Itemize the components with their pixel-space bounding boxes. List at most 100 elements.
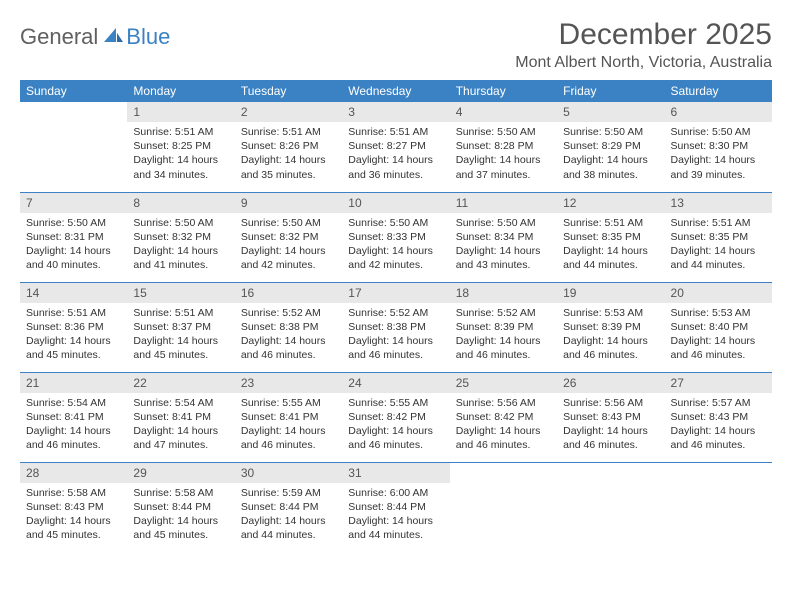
day-content: Sunrise: 5:54 AMSunset: 8:41 PMDaylight:… (127, 393, 234, 459)
calendar-day-cell: 10Sunrise: 5:50 AMSunset: 8:33 PMDayligh… (342, 192, 449, 282)
calendar-day-cell: 4Sunrise: 5:50 AMSunset: 8:28 PMDaylight… (450, 102, 557, 192)
calendar-day-cell: 1Sunrise: 5:51 AMSunset: 8:25 PMDaylight… (127, 102, 234, 192)
calendar-day-cell (20, 102, 127, 192)
calendar-day-cell: 5Sunrise: 5:50 AMSunset: 8:29 PMDaylight… (557, 102, 664, 192)
calendar-week-row: 21Sunrise: 5:54 AMSunset: 8:41 PMDayligh… (20, 372, 772, 462)
day-number: 19 (557, 283, 664, 303)
calendar-day-cell: 13Sunrise: 5:51 AMSunset: 8:35 PMDayligh… (665, 192, 772, 282)
day-content: Sunrise: 5:50 AMSunset: 8:30 PMDaylight:… (665, 122, 772, 188)
day-content: Sunrise: 5:50 AMSunset: 8:28 PMDaylight:… (450, 122, 557, 188)
day-number: 31 (342, 463, 449, 483)
header: General Blue December 2025 Mont Albert N… (20, 18, 772, 72)
day-content: Sunrise: 5:52 AMSunset: 8:38 PMDaylight:… (342, 303, 449, 369)
weekday-header: Saturday (665, 80, 772, 102)
calendar-day-cell: 26Sunrise: 5:56 AMSunset: 8:43 PMDayligh… (557, 372, 664, 462)
day-content: Sunrise: 5:51 AMSunset: 8:35 PMDaylight:… (557, 213, 664, 279)
logo-sail-icon (102, 26, 124, 49)
day-number: 14 (20, 283, 127, 303)
day-content: Sunrise: 5:50 AMSunset: 8:32 PMDaylight:… (235, 213, 342, 279)
weekday-header: Wednesday (342, 80, 449, 102)
logo: General Blue (20, 18, 170, 50)
day-number: 15 (127, 283, 234, 303)
day-number: 10 (342, 193, 449, 213)
day-number: 6 (665, 102, 772, 122)
weekday-header-row: Sunday Monday Tuesday Wednesday Thursday… (20, 80, 772, 102)
day-content: Sunrise: 5:56 AMSunset: 8:42 PMDaylight:… (450, 393, 557, 459)
weekday-header: Monday (127, 80, 234, 102)
calendar-day-cell: 6Sunrise: 5:50 AMSunset: 8:30 PMDaylight… (665, 102, 772, 192)
day-number: 13 (665, 193, 772, 213)
calendar-day-cell: 14Sunrise: 5:51 AMSunset: 8:36 PMDayligh… (20, 282, 127, 372)
day-number: 11 (450, 193, 557, 213)
day-content: Sunrise: 5:50 AMSunset: 8:29 PMDaylight:… (557, 122, 664, 188)
day-number: 21 (20, 373, 127, 393)
calendar-day-cell: 17Sunrise: 5:52 AMSunset: 8:38 PMDayligh… (342, 282, 449, 372)
day-number: 3 (342, 102, 449, 122)
calendar-day-cell: 25Sunrise: 5:56 AMSunset: 8:42 PMDayligh… (450, 372, 557, 462)
day-content: Sunrise: 6:00 AMSunset: 8:44 PMDaylight:… (342, 483, 449, 549)
calendar-day-cell (450, 462, 557, 552)
day-number: 4 (450, 102, 557, 122)
day-number: 22 (127, 373, 234, 393)
calendar-day-cell: 24Sunrise: 5:55 AMSunset: 8:42 PMDayligh… (342, 372, 449, 462)
day-number: 7 (20, 193, 127, 213)
calendar-day-cell (665, 462, 772, 552)
day-number: 26 (557, 373, 664, 393)
day-content: Sunrise: 5:56 AMSunset: 8:43 PMDaylight:… (557, 393, 664, 459)
day-content: Sunrise: 5:53 AMSunset: 8:40 PMDaylight:… (665, 303, 772, 369)
day-number: 12 (557, 193, 664, 213)
calendar-day-cell: 22Sunrise: 5:54 AMSunset: 8:41 PMDayligh… (127, 372, 234, 462)
calendar-day-cell: 27Sunrise: 5:57 AMSunset: 8:43 PMDayligh… (665, 372, 772, 462)
calendar-day-cell: 23Sunrise: 5:55 AMSunset: 8:41 PMDayligh… (235, 372, 342, 462)
month-title: December 2025 (515, 18, 772, 52)
calendar-day-cell: 3Sunrise: 5:51 AMSunset: 8:27 PMDaylight… (342, 102, 449, 192)
day-content: Sunrise: 5:51 AMSunset: 8:37 PMDaylight:… (127, 303, 234, 369)
day-content: Sunrise: 5:50 AMSunset: 8:34 PMDaylight:… (450, 213, 557, 279)
day-number: 18 (450, 283, 557, 303)
day-number: 8 (127, 193, 234, 213)
logo-text-general: General (20, 24, 98, 50)
calendar-day-cell: 29Sunrise: 5:58 AMSunset: 8:44 PMDayligh… (127, 462, 234, 552)
calendar-day-cell: 7Sunrise: 5:50 AMSunset: 8:31 PMDaylight… (20, 192, 127, 282)
day-content: Sunrise: 5:51 AMSunset: 8:25 PMDaylight:… (127, 122, 234, 188)
day-content: Sunrise: 5:58 AMSunset: 8:43 PMDaylight:… (20, 483, 127, 549)
calendar-week-row: 14Sunrise: 5:51 AMSunset: 8:36 PMDayligh… (20, 282, 772, 372)
day-content: Sunrise: 5:54 AMSunset: 8:41 PMDaylight:… (20, 393, 127, 459)
day-content: Sunrise: 5:58 AMSunset: 8:44 PMDaylight:… (127, 483, 234, 549)
weekday-header: Sunday (20, 80, 127, 102)
calendar-day-cell: 20Sunrise: 5:53 AMSunset: 8:40 PMDayligh… (665, 282, 772, 372)
calendar-day-cell: 18Sunrise: 5:52 AMSunset: 8:39 PMDayligh… (450, 282, 557, 372)
calendar-day-cell: 9Sunrise: 5:50 AMSunset: 8:32 PMDaylight… (235, 192, 342, 282)
calendar-week-row: 7Sunrise: 5:50 AMSunset: 8:31 PMDaylight… (20, 192, 772, 282)
weekday-header: Tuesday (235, 80, 342, 102)
day-number: 17 (342, 283, 449, 303)
day-content: Sunrise: 5:51 AMSunset: 8:35 PMDaylight:… (665, 213, 772, 279)
day-number: 25 (450, 373, 557, 393)
calendar-day-cell: 15Sunrise: 5:51 AMSunset: 8:37 PMDayligh… (127, 282, 234, 372)
logo-text-blue: Blue (126, 24, 170, 50)
calendar-day-cell: 11Sunrise: 5:50 AMSunset: 8:34 PMDayligh… (450, 192, 557, 282)
day-number: 16 (235, 283, 342, 303)
calendar-day-cell: 31Sunrise: 6:00 AMSunset: 8:44 PMDayligh… (342, 462, 449, 552)
day-content: Sunrise: 5:52 AMSunset: 8:39 PMDaylight:… (450, 303, 557, 369)
location: Mont Albert North, Victoria, Australia (515, 54, 772, 72)
calendar-day-cell: 12Sunrise: 5:51 AMSunset: 8:35 PMDayligh… (557, 192, 664, 282)
day-content: Sunrise: 5:55 AMSunset: 8:41 PMDaylight:… (235, 393, 342, 459)
day-content: Sunrise: 5:51 AMSunset: 8:36 PMDaylight:… (20, 303, 127, 369)
day-content: Sunrise: 5:50 AMSunset: 8:32 PMDaylight:… (127, 213, 234, 279)
day-number: 30 (235, 463, 342, 483)
day-number: 29 (127, 463, 234, 483)
day-number: 20 (665, 283, 772, 303)
day-number: 27 (665, 373, 772, 393)
calendar-day-cell (557, 462, 664, 552)
day-number: 23 (235, 373, 342, 393)
day-content: Sunrise: 5:55 AMSunset: 8:42 PMDaylight:… (342, 393, 449, 459)
calendar-day-cell: 30Sunrise: 5:59 AMSunset: 8:44 PMDayligh… (235, 462, 342, 552)
day-content: Sunrise: 5:50 AMSunset: 8:31 PMDaylight:… (20, 213, 127, 279)
weekday-header: Friday (557, 80, 664, 102)
day-number: 28 (20, 463, 127, 483)
calendar-day-cell: 16Sunrise: 5:52 AMSunset: 8:38 PMDayligh… (235, 282, 342, 372)
title-block: December 2025 Mont Albert North, Victori… (515, 18, 772, 72)
calendar-day-cell: 8Sunrise: 5:50 AMSunset: 8:32 PMDaylight… (127, 192, 234, 282)
calendar-body: 1Sunrise: 5:51 AMSunset: 8:25 PMDaylight… (20, 102, 772, 552)
